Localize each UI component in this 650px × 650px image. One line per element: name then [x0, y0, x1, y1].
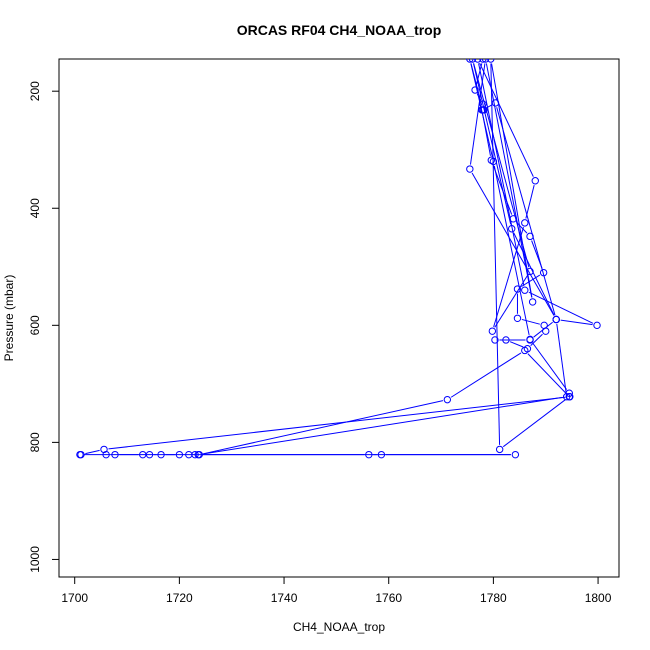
data-point — [526, 232, 534, 241]
data-point — [194, 450, 202, 459]
series-line-segment — [202, 396, 563, 455]
x-tick-label: 1720 — [166, 591, 193, 605]
data-point — [565, 393, 573, 401]
series-line-segment — [470, 63, 493, 158]
data-point — [508, 225, 516, 233]
series-line-segment — [493, 227, 524, 328]
series-line-segment — [509, 341, 524, 348]
series-line-segment — [486, 104, 492, 109]
data-point — [489, 157, 498, 166]
data-point — [539, 268, 548, 277]
y-tick-label: 600 — [28, 315, 42, 335]
series-line-segment — [530, 333, 543, 346]
data-point — [145, 450, 154, 459]
data-point — [157, 450, 165, 459]
data-point — [175, 450, 184, 459]
series-line-segment — [490, 63, 501, 445]
data-point — [562, 393, 571, 401]
data-point — [466, 165, 474, 173]
data-point — [526, 335, 534, 344]
data-point — [102, 450, 110, 459]
data-point — [479, 59, 487, 63]
series-line-segment — [496, 107, 556, 316]
data-point — [471, 86, 479, 94]
series-line-segment — [471, 172, 555, 316]
series-line-segment — [513, 232, 555, 316]
series-line-segment — [525, 184, 535, 219]
data-point — [491, 336, 499, 344]
series-line-segment — [450, 352, 522, 398]
series-line-segment — [485, 63, 533, 298]
x-tick-label: 1800 — [585, 591, 612, 605]
data-point — [593, 321, 601, 330]
data-point — [521, 286, 529, 294]
data-point — [481, 59, 490, 63]
data-point — [513, 314, 522, 322]
x-tick-label: 1760 — [375, 591, 402, 605]
series-line-segment — [108, 396, 566, 450]
data-point — [511, 450, 520, 459]
data-point — [468, 59, 477, 63]
x-tick-label: 1740 — [271, 591, 298, 605]
series-line-segment — [85, 449, 100, 455]
series-line-segment — [521, 274, 541, 288]
series — [76, 59, 601, 459]
x-axis-label: CH4_NOAA_trop — [293, 620, 385, 634]
plot-frame — [58, 58, 620, 578]
y-tick-label: 1000 — [28, 546, 42, 573]
series-line-segment — [527, 353, 567, 394]
data-point — [443, 395, 452, 404]
data-point — [479, 106, 487, 114]
data-point — [513, 285, 522, 293]
data-point — [488, 327, 497, 335]
data-point — [502, 336, 510, 344]
series-line-segment — [516, 221, 528, 234]
series-line-segment — [528, 291, 594, 324]
data-point — [531, 177, 539, 185]
y-tick-label: 400 — [28, 198, 42, 218]
y-tick-label: 800 — [28, 432, 42, 452]
data-point — [76, 450, 84, 459]
data-point — [377, 450, 386, 459]
series-line-segment — [469, 63, 486, 165]
data-point — [365, 450, 373, 459]
data-point — [528, 298, 537, 306]
data-point — [191, 450, 199, 459]
data-point — [491, 99, 500, 107]
series-line-segment — [502, 399, 566, 448]
series-line-segment — [479, 62, 534, 177]
series-line-segment — [472, 63, 512, 225]
data-point — [509, 215, 517, 223]
data-point — [542, 327, 550, 335]
series-line-segment — [478, 63, 525, 286]
series-line-segment — [493, 165, 530, 336]
x-tick-label: 1780 — [480, 591, 507, 605]
data-point — [473, 59, 482, 63]
data-point — [466, 59, 474, 63]
data-point — [521, 346, 529, 355]
x-axis: 1700 1720 1740 1760 1780 1800 — [61, 577, 612, 605]
series-line-segment — [521, 318, 540, 325]
series-line-segment — [203, 400, 444, 455]
series-line-segment — [494, 275, 529, 328]
series-line-segment — [556, 323, 567, 393]
data-point — [521, 219, 529, 227]
series-line-segment — [532, 342, 568, 390]
chart-title: ORCAS RF04 CH4_NOAA_trop — [237, 22, 442, 38]
data-point — [495, 445, 504, 454]
x-tick-label: 1700 — [61, 591, 88, 605]
data-point — [552, 315, 560, 324]
y-axis: 200 400 600 800 1000 — [28, 81, 59, 573]
y-tick-label: 200 — [28, 81, 42, 101]
series-marks — [76, 59, 601, 459]
data-point — [526, 267, 534, 276]
y-axis-label: Pressure (mbar) — [2, 275, 16, 362]
series-line-segment — [560, 319, 593, 326]
series-line-segment — [473, 63, 530, 268]
data-point — [487, 59, 495, 63]
series-line-segment — [475, 63, 483, 86]
data-point — [111, 450, 119, 459]
